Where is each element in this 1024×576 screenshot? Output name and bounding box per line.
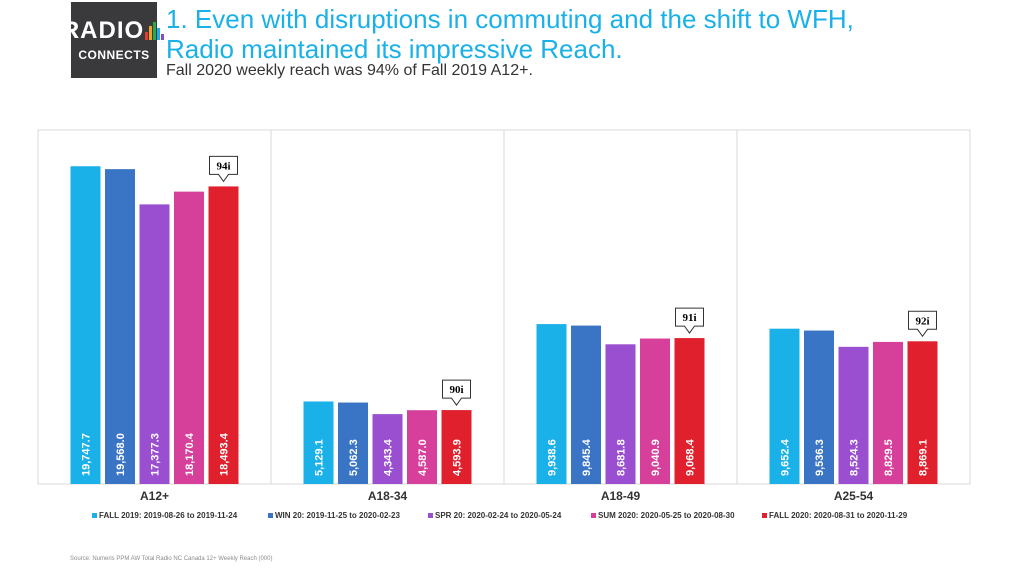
bar-value-label: 9,938.6 <box>547 439 559 476</box>
logo-radio-wordmark: RADIO <box>61 16 166 44</box>
bar <box>70 166 101 484</box>
legend-swatch <box>428 513 433 518</box>
legend-swatch <box>591 513 596 518</box>
slide-title: 1. Even with disruptions in commuting an… <box>166 4 854 64</box>
bar-value-label: 4,593.9 <box>452 439 464 476</box>
bar <box>372 414 403 484</box>
legend-label: WIN 20: 2019-11-25 to 2020-02-23 <box>275 511 401 520</box>
legend-label: SPR 20: 2020-02-24 to 2020-05-24 <box>435 511 562 520</box>
index-callout-box <box>209 155 238 183</box>
bar <box>303 401 334 484</box>
bar-value-label: 8,829.5 <box>883 439 895 476</box>
legend-swatch <box>762 513 767 518</box>
bar-value-label: 9,652.4 <box>780 438 792 476</box>
logo-radio-text: RADIO <box>61 16 145 44</box>
bar <box>674 338 705 484</box>
bar <box>571 325 601 484</box>
bar-value-label: 4,343.4 <box>383 438 395 476</box>
bar-value-label: 4,587.0 <box>417 439 429 476</box>
bar <box>441 410 472 484</box>
bar <box>873 341 903 484</box>
category-label: A18-34 <box>368 489 408 503</box>
bar <box>605 344 636 484</box>
index-callout-label: 91i <box>682 312 696 324</box>
bar-value-label: 9,068.4 <box>685 438 697 476</box>
bar-value-label: 8,524.3 <box>849 439 861 476</box>
bar-value-label: 5,062.3 <box>348 439 360 476</box>
bar-value-label: 9,040.9 <box>650 439 662 476</box>
bar <box>338 402 368 484</box>
bar <box>208 186 239 484</box>
index-callout-box <box>442 379 471 406</box>
bar-value-label: 17,377.3 <box>150 433 162 476</box>
legend-label: SUM 2020: 2020-05-25 to 2020-08-30 <box>598 511 735 520</box>
bar <box>407 410 437 484</box>
legend-label: FALL 2020: 2020-08-31 to 2020-11-29 <box>769 511 908 520</box>
bar <box>640 338 670 484</box>
legend-label: FALL 2019: 2019-08-26 to 2019-11-24 <box>99 511 238 520</box>
slide-subtitle: Fall 2020 weekly reach was 94% of Fall 2… <box>166 62 533 79</box>
index-callout-label: 92i <box>915 315 929 327</box>
bar <box>804 330 834 484</box>
source-note: Source: Numeris PPM AW Total Radio NC Ca… <box>70 556 273 562</box>
index-callout-box <box>675 307 704 334</box>
bar <box>139 204 170 485</box>
bar <box>536 324 567 484</box>
radio-connects-logo: RADIO CONNECTS <box>62 2 165 78</box>
logo-equalizer-icon <box>145 21 165 40</box>
bar-value-label: 19,747.7 <box>81 433 93 476</box>
bar-value-label: 9,536.3 <box>814 439 826 476</box>
index-callout-label: 94i <box>216 160 230 172</box>
index-callout-box <box>908 310 937 338</box>
bar <box>769 328 800 484</box>
bar-value-label: 8,681.8 <box>616 439 628 476</box>
category-label: A18-49 <box>601 489 641 503</box>
bar-value-label: 18,493.4 <box>219 432 231 476</box>
category-label: A12+ <box>140 489 169 503</box>
bar-value-label: 18,170.4 <box>184 432 196 476</box>
bar <box>105 169 135 484</box>
bar <box>838 346 869 484</box>
bar <box>907 341 938 484</box>
legend-swatch <box>268 513 273 518</box>
bar-value-label: 8,869.1 <box>918 439 930 476</box>
legend-swatch <box>92 513 97 518</box>
bar-value-label: 19,568.0 <box>115 433 127 476</box>
bar-value-label: 5,129.1 <box>314 439 326 476</box>
logo-connects-text: CONNECTS <box>78 47 150 62</box>
category-label: A25-54 <box>834 489 874 503</box>
bar <box>174 191 204 484</box>
index-callout-label: 90i <box>449 384 463 396</box>
bar-value-label: 9,845.4 <box>581 438 593 476</box>
